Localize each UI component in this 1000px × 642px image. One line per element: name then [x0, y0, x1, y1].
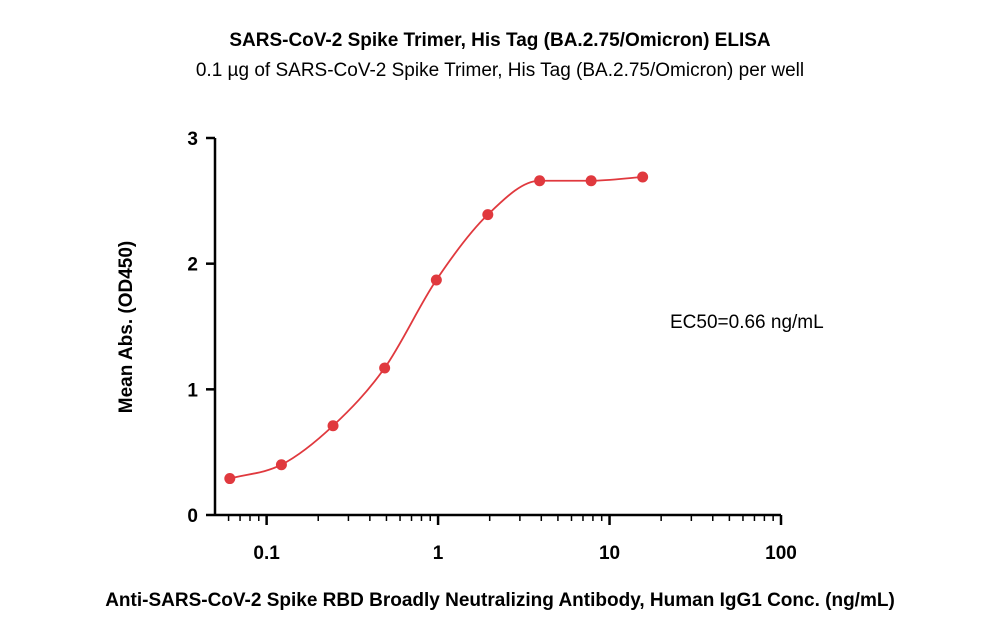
x-tick-label: 1 [433, 543, 444, 564]
data-point [534, 175, 546, 187]
data-point [379, 362, 391, 374]
data-point [275, 459, 287, 471]
y-tick-label: 3 [187, 129, 198, 150]
x-tick-label: 0.1 [253, 543, 280, 564]
data-point [430, 274, 442, 286]
fit-curve [229, 176, 643, 480]
x-tick-label: 10 [599, 543, 620, 564]
y-tick-label: 1 [187, 380, 198, 401]
data-point [482, 209, 494, 221]
axes: 0 1 2 3 0.1 1 10 100 [187, 129, 796, 564]
data-point [327, 420, 339, 432]
data-points [224, 171, 649, 485]
data-point [224, 473, 236, 485]
ec50-annotation: EC50=0.66 ng/mL [670, 312, 824, 333]
y-tick-label: 0 [187, 506, 198, 527]
chart-title: SARS-CoV-2 Spike Trimer, His Tag (BA.2.7… [229, 30, 771, 51]
y-axis-label: Mean Abs. (OD450) [116, 241, 137, 413]
chart-subtitle: 0.1 µg of SARS-CoV-2 Spike Trimer, His T… [195, 60, 805, 81]
data-point [637, 171, 649, 183]
x-axis-label: Anti-SARS-CoV-2 Spike RBD Broadly Neutra… [105, 590, 895, 611]
x-tick-label: 100 [765, 543, 797, 564]
data-point [585, 175, 597, 187]
y-tick-label: 2 [187, 255, 198, 276]
